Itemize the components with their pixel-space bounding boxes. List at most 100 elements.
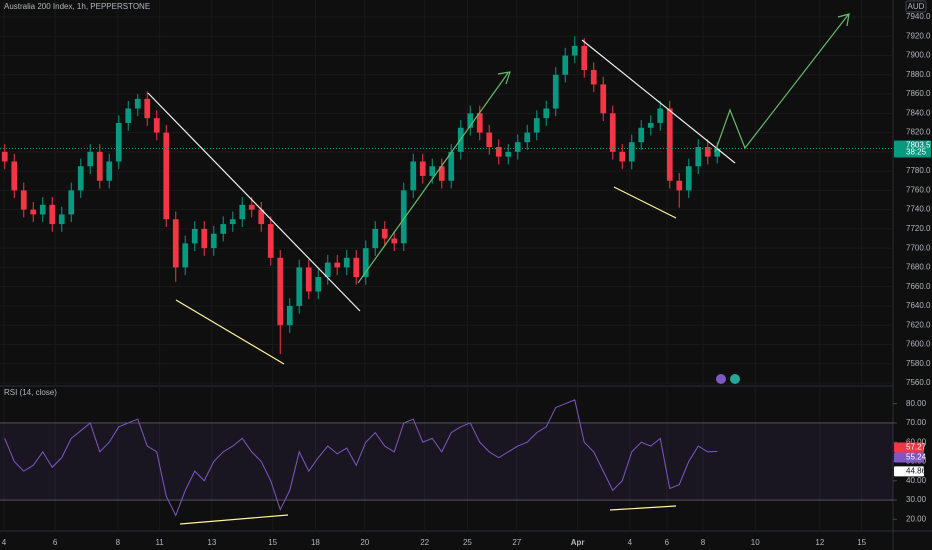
- candle-body: [353, 257, 360, 278]
- x-tick-label: 18: [311, 538, 320, 547]
- candle-body: [362, 248, 369, 278]
- x-tick-label: 15: [268, 538, 277, 547]
- candle-body: [220, 224, 227, 234]
- rsi-tick-label: 70.00: [906, 418, 927, 427]
- candle-body: [657, 108, 664, 123]
- x-tick-label: 8: [701, 538, 706, 547]
- candle-body: [467, 113, 474, 128]
- candle-body: [296, 267, 303, 306]
- x-tick-label: 12: [815, 538, 824, 547]
- rsi-trendline: [179, 514, 289, 525]
- candle-body: [448, 151, 455, 181]
- currency: AUD: [908, 2, 925, 11]
- x-tick-label: 22: [420, 538, 429, 547]
- y-tick-label: 7560.0: [906, 378, 931, 387]
- candle-body: [334, 262, 341, 268]
- candle-body: [438, 166, 445, 181]
- candle-body: [77, 166, 84, 191]
- candle-body: [419, 161, 426, 176]
- y-tick-label: 7880.0: [906, 70, 931, 79]
- candle-body: [581, 45, 588, 70]
- candle-body: [372, 228, 379, 249]
- chart-title: Australia 200 Index, 1h, PEPPERSTONE: [4, 2, 150, 11]
- x-tick-label: 13: [207, 538, 216, 547]
- y-tick-label: 7760.0: [906, 185, 931, 194]
- candle-body: [666, 108, 673, 181]
- y-tick-label: 7940.0: [906, 12, 931, 21]
- candle-body: [106, 161, 113, 181]
- rsi-tag-label: 57.27: [906, 443, 927, 452]
- event-icon[interactable]: [716, 374, 726, 384]
- candle-body: [315, 277, 322, 292]
- y-tick-label: 7720.0: [906, 224, 931, 233]
- x-tick-label: 6: [53, 538, 58, 547]
- candle-body: [49, 204, 56, 225]
- trendline: [175, 299, 285, 365]
- rsi-tick-label: 20.00: [906, 514, 927, 523]
- candle-body: [191, 228, 198, 244]
- candle-body: [391, 238, 398, 244]
- rsi-line: [4, 399, 718, 517]
- candle-body: [153, 118, 160, 133]
- last-price-tag: [894, 140, 931, 158]
- rsi-tick-label: 80.00: [906, 399, 927, 408]
- candle-body: [514, 142, 521, 152]
- y-tick-label: 7820.0: [906, 128, 931, 137]
- x-tick-label: 25: [463, 538, 472, 547]
- candle-body: [552, 74, 559, 109]
- y-tick-label: 7660.0: [906, 282, 931, 291]
- candle-body: [619, 151, 626, 162]
- candle-body: [381, 228, 388, 239]
- candle-body: [429, 166, 436, 176]
- candle-body: [343, 257, 350, 268]
- candle-body: [704, 147, 711, 157]
- rsi-tag-label: 44.86: [906, 467, 927, 476]
- candle-body: [172, 219, 179, 268]
- rsi-tick-label: 60.00: [906, 437, 927, 446]
- candle-body: [685, 166, 692, 191]
- candle-body: [210, 233, 217, 249]
- candle-body: [115, 122, 122, 162]
- y-tick-label: 7620.0: [906, 320, 931, 329]
- trendline: [613, 186, 677, 219]
- candle-body: [533, 118, 540, 133]
- candle-body: [543, 108, 550, 119]
- candle-body: [524, 132, 531, 143]
- x-tick-label: 4: [2, 538, 7, 547]
- y-tick-label: 7640.0: [906, 301, 931, 310]
- projection-arrow: [357, 71, 511, 284]
- rsi-tag-label: 55.24: [906, 453, 927, 462]
- candle-body: [486, 132, 493, 148]
- last-price-label: 7803.5: [906, 141, 931, 150]
- candle-body: [144, 98, 151, 119]
- candle-body: [39, 204, 46, 215]
- y-tick-label: 7580.0: [906, 359, 931, 368]
- y-tick-label: 7920.0: [906, 31, 931, 40]
- event-icon[interactable]: [730, 374, 740, 384]
- candle-body: [638, 127, 645, 143]
- candle-body: [277, 257, 284, 326]
- candle-body: [562, 55, 569, 75]
- candle-body: [163, 132, 170, 220]
- rsi-tag: [894, 452, 924, 463]
- x-tick-label: 20: [360, 538, 369, 547]
- candle-body: [239, 204, 246, 220]
- y-tick-label: 7900.0: [906, 51, 931, 60]
- x-tick-label: 6: [665, 538, 670, 547]
- x-tick-label: 15: [857, 538, 866, 547]
- candle-body: [125, 108, 132, 123]
- y-tick-label: 7780.0: [906, 166, 931, 175]
- projection-arrow: [714, 13, 850, 153]
- x-tick-label: 8: [116, 538, 121, 547]
- y-tick-label: 7860.0: [906, 89, 931, 98]
- candle-body: [96, 151, 103, 181]
- rsi-tick-label: 30.00: [906, 495, 927, 504]
- candle-body: [410, 161, 417, 191]
- candle-body: [68, 190, 75, 215]
- candle-body: [1, 151, 8, 162]
- rsi-band: [0, 422, 893, 501]
- currency-box[interactable]: [905, 0, 927, 13]
